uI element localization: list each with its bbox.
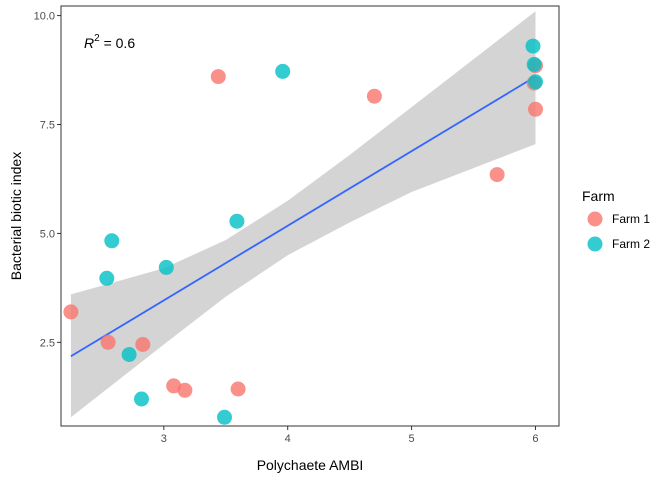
x-axis-title: Polychaete AMBI [257, 457, 364, 473]
x-tick-label: 3 [161, 433, 167, 445]
point-farm-1-8 [366, 88, 382, 104]
point-farm-1-12 [528, 101, 543, 117]
y-axis-title: Bacterial biotic index [8, 152, 24, 280]
point-farm-2-2 [104, 233, 120, 249]
legend-items: Farm 1 Farm 2 [587, 211, 650, 252]
point-farm-1-5 [177, 382, 193, 398]
r-value-text: = 0.6 [100, 35, 136, 51]
legend-title: Farm [582, 188, 615, 204]
x-tick-label: 5 [409, 433, 415, 445]
point-farm-2-11 [528, 74, 543, 90]
y-tick-label: 10.0 [34, 11, 55, 23]
plot-border [60, 5, 560, 427]
point-farm-2-7 [229, 213, 245, 229]
legend: Farm Farm 1 Farm 2 [582, 188, 650, 252]
plot-area [63, 11, 543, 425]
legend-label-farm-1: Farm 1 [612, 212, 650, 226]
y-tick-label: 2.5 [40, 337, 55, 349]
legend-label-farm-2: Farm 2 [612, 237, 650, 251]
x-tick-label: 4 [285, 433, 291, 445]
point-farm-2-3 [121, 347, 137, 362]
y-tick-label: 7.5 [40, 120, 55, 132]
r-superscript: 2 [94, 33, 100, 44]
regression-line [70, 75, 536, 358]
legend-key-farm-2 [587, 236, 603, 252]
point-farm-2-4 [134, 391, 149, 407]
point-farm-2-6 [217, 409, 232, 425]
point-farm-2-5 [158, 259, 174, 275]
point-farm-1-1 [63, 304, 79, 320]
r-symbol: R [84, 35, 94, 51]
point-farm-2-8 [275, 63, 291, 79]
y-axis: 2.5 5.0 7.5 10.0 [34, 11, 61, 349]
x-axis: 3 4 5 6 [161, 426, 539, 445]
point-farm-1-3 [135, 337, 151, 352]
point-farm-1-6 [210, 69, 226, 85]
point-farm-1-2 [100, 334, 116, 350]
x-tick-label: 6 [532, 433, 538, 445]
point-farm-2-9 [525, 38, 541, 54]
point-farm-1-7 [230, 381, 246, 397]
point-farm-1-9 [489, 167, 505, 183]
point-farm-2-1 [99, 270, 115, 286]
r-squared-annotation: R2 = 0.6 [84, 33, 135, 51]
data-points [63, 38, 543, 425]
point-farm-2-10 [526, 56, 542, 72]
y-tick-label: 5.0 [40, 228, 55, 240]
confidence-band [70, 11, 536, 418]
legend-key-farm-1 [587, 211, 603, 227]
